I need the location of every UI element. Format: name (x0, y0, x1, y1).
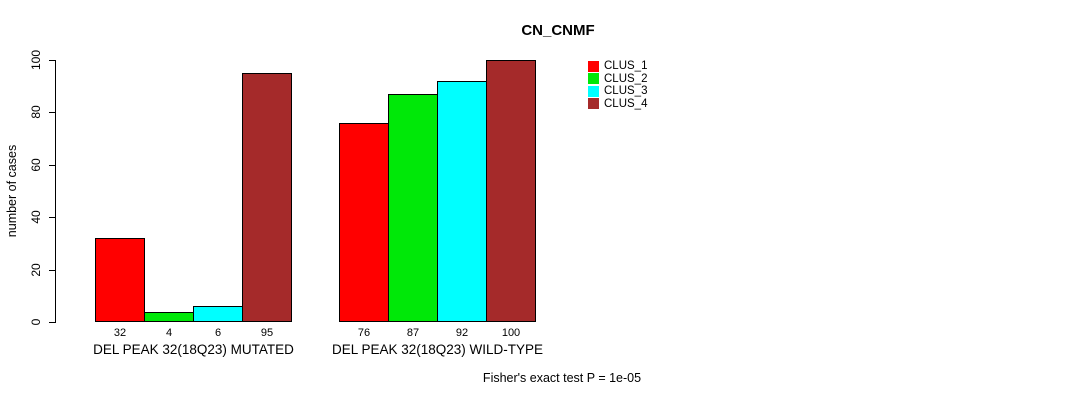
fisher-test-note: Fisher's exact test P = 1e-05 (482, 371, 642, 385)
legend-item: CLUS_4 (588, 98, 647, 111)
bar-value-label: 87 (406, 327, 420, 339)
legend-label: CLUS_4 (604, 97, 648, 110)
bar-clus-2-group-2 (388, 94, 438, 322)
y-axis-tick-label: 20 (29, 263, 43, 277)
x-axis-group-label: DEL PEAK 32(18Q23) WILD-TYPE (331, 342, 544, 357)
legend-label: CLUS_2 (604, 72, 648, 85)
bar-value-label: 76 (357, 327, 371, 339)
x-axis-group-label: DEL PEAK 32(18Q23) MUTATED (93, 342, 294, 357)
legend-swatch-clus-1 (588, 60, 599, 72)
bar-clus-1-group-2 (339, 123, 389, 322)
y-axis-tick (49, 217, 55, 218)
bar-value-label: 100 (501, 327, 521, 339)
chart-title: CN_CNMF (521, 22, 595, 39)
bar-clus-2-group-1 (144, 312, 194, 322)
y-axis-tick-label: 60 (29, 158, 43, 172)
legend-swatch-clus-3 (588, 85, 599, 97)
legend-item: CLUS_2 (588, 73, 647, 86)
y-axis-tick (49, 270, 55, 271)
y-axis-tick (49, 322, 55, 323)
bar-value-label: 4 (165, 327, 173, 339)
legend-item: CLUS_3 (588, 85, 647, 98)
y-axis-tick-label: 0 (29, 318, 43, 326)
y-axis-tick-label: 100 (29, 49, 43, 71)
y-axis-tick (49, 60, 55, 61)
legend-label: CLUS_1 (604, 60, 648, 73)
bar-value-label: 6 (214, 327, 222, 339)
bar-clus-4-group-1 (242, 73, 292, 322)
y-axis-line (55, 60, 56, 323)
y-axis-label: number of cases (5, 144, 19, 238)
y-axis-tick (49, 165, 55, 166)
bar-value-label: 95 (260, 327, 274, 339)
bar-value-label: 92 (455, 327, 469, 339)
bar-clus-4-group-2 (486, 60, 536, 322)
y-axis-tick-label: 80 (29, 105, 43, 119)
bar-value-label: 32 (113, 327, 127, 339)
y-axis-tick-label: 40 (29, 210, 43, 224)
legend-swatch-clus-2 (588, 73, 599, 85)
bar-clus-3-group-2 (437, 81, 487, 322)
legend-label: CLUS_3 (604, 85, 648, 98)
legend-swatch-clus-4 (588, 98, 599, 110)
bar-clus-1-group-1 (95, 238, 145, 322)
y-axis-tick (49, 112, 55, 113)
bar-clus-3-group-1 (193, 306, 243, 322)
legend: CLUS_1 CLUS_2 CLUS_3 CLUS_4 (588, 60, 647, 110)
legend-item: CLUS_1 (588, 60, 647, 73)
